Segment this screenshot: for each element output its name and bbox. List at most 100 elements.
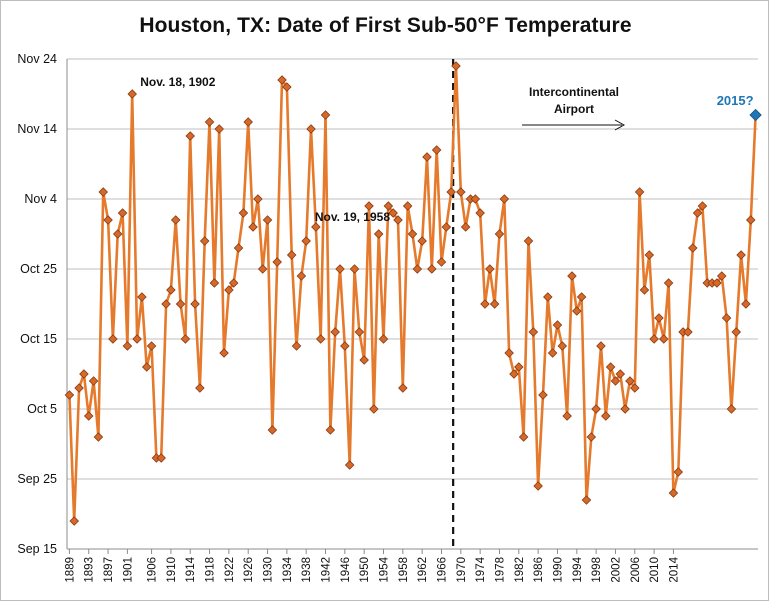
data-point bbox=[692, 208, 703, 218]
x-tick-label: 1914 bbox=[185, 556, 197, 582]
data-point bbox=[716, 271, 727, 281]
data-point bbox=[98, 187, 109, 197]
data-point bbox=[489, 299, 500, 309]
data-point bbox=[591, 404, 601, 414]
x-tick-label: 1958 bbox=[398, 557, 410, 583]
data-point bbox=[175, 299, 186, 309]
data-point bbox=[267, 425, 278, 435]
x-tick-label: 2002 bbox=[610, 557, 622, 583]
x-tick-label: 1889 bbox=[64, 557, 76, 583]
x-tick-label: 2010 bbox=[649, 557, 661, 583]
data-point bbox=[301, 236, 311, 246]
data-point bbox=[552, 320, 563, 330]
x-tick-label: 1954 bbox=[379, 556, 391, 582]
data-point bbox=[596, 341, 606, 351]
data-point bbox=[427, 264, 437, 274]
x-tick-label: 1910 bbox=[166, 557, 178, 583]
data-point bbox=[547, 348, 558, 358]
data-point bbox=[156, 453, 166, 463]
data-point bbox=[112, 229, 123, 239]
data-point bbox=[315, 334, 326, 344]
data-point bbox=[417, 236, 427, 246]
data-point bbox=[731, 327, 742, 337]
data-point bbox=[402, 201, 413, 211]
data-point bbox=[166, 285, 176, 295]
data-point bbox=[480, 299, 490, 309]
data-point bbox=[412, 264, 423, 274]
y-tick-label: Sep 15 bbox=[17, 542, 57, 556]
data-point bbox=[659, 334, 669, 344]
data-point bbox=[615, 369, 626, 379]
data-point bbox=[354, 327, 365, 337]
data-point bbox=[485, 264, 495, 274]
x-tick-label: 1994 bbox=[572, 556, 584, 582]
data-point bbox=[509, 369, 519, 379]
x-tick-label: 1926 bbox=[243, 557, 255, 583]
data-point bbox=[736, 250, 746, 260]
data-point bbox=[456, 187, 466, 197]
data-point bbox=[688, 243, 698, 253]
data-point bbox=[296, 271, 307, 281]
data-point bbox=[286, 250, 297, 260]
x-tick-label: 1998 bbox=[591, 557, 603, 583]
data-point bbox=[185, 131, 195, 141]
data-point bbox=[141, 362, 152, 372]
data-point bbox=[557, 341, 568, 351]
data-point bbox=[199, 236, 210, 246]
data-point bbox=[494, 229, 505, 239]
data-point bbox=[103, 215, 113, 225]
data-point bbox=[514, 362, 524, 372]
data-point bbox=[238, 208, 249, 218]
y-tick-label: Oct 5 bbox=[27, 402, 57, 416]
data-point bbox=[572, 306, 582, 316]
x-tick-label: 1978 bbox=[494, 557, 506, 583]
data-point bbox=[306, 124, 316, 134]
data-point bbox=[219, 348, 229, 358]
data-point bbox=[64, 390, 75, 400]
data-point bbox=[311, 222, 321, 232]
x-tick-label: 1906 bbox=[147, 557, 159, 583]
data-point bbox=[475, 208, 485, 218]
data-point bbox=[282, 82, 292, 92]
chart-title: Houston, TX: Date of First Sub-50°F Temp… bbox=[139, 14, 632, 37]
data-point bbox=[349, 264, 360, 274]
data-point bbox=[697, 201, 708, 211]
data-point bbox=[441, 222, 452, 232]
series-line bbox=[68, 64, 757, 523]
data-point bbox=[108, 334, 118, 344]
x-tick-label: 1970 bbox=[456, 557, 468, 583]
x-tick-label: 1946 bbox=[340, 557, 352, 583]
annotation-1902: Nov. 18, 1902 bbox=[140, 75, 215, 89]
data-point bbox=[518, 432, 529, 442]
x-tick-label: 1918 bbox=[205, 557, 217, 583]
data-point bbox=[407, 229, 418, 239]
x-tick-label: 2006 bbox=[630, 557, 642, 583]
data-point bbox=[243, 117, 253, 127]
data-point bbox=[180, 334, 191, 344]
data-point bbox=[373, 229, 384, 239]
data-point bbox=[644, 250, 655, 260]
data-point bbox=[88, 376, 99, 386]
data-point bbox=[262, 215, 273, 225]
data-point bbox=[625, 376, 635, 386]
y-tick-label: Oct 25 bbox=[20, 262, 57, 276]
data-point bbox=[663, 278, 674, 288]
data-point bbox=[543, 292, 553, 302]
data-point bbox=[634, 187, 645, 197]
data-point bbox=[320, 110, 331, 120]
data-point bbox=[586, 432, 597, 442]
highlight-point-2015 bbox=[749, 108, 762, 122]
data-point bbox=[93, 432, 104, 442]
data-point bbox=[228, 278, 239, 288]
data-point bbox=[291, 341, 302, 351]
data-point bbox=[499, 194, 510, 204]
data-point bbox=[344, 460, 355, 470]
x-tick-label: 1986 bbox=[533, 557, 545, 583]
data-point bbox=[523, 236, 534, 246]
data-point bbox=[576, 292, 587, 302]
x-tick-label: 1962 bbox=[417, 557, 429, 583]
data-point bbox=[190, 299, 200, 309]
data-point bbox=[721, 313, 732, 323]
data-point bbox=[277, 75, 287, 85]
